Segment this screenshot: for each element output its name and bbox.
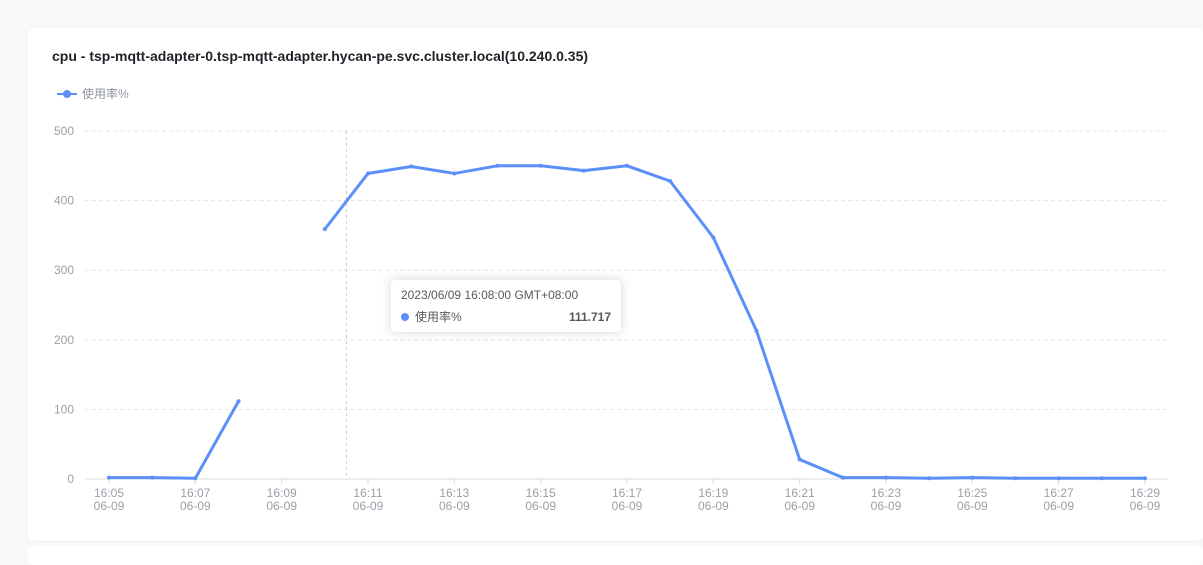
data-point bbox=[193, 476, 198, 481]
x-tick-date-label: 06-09 bbox=[180, 499, 211, 513]
x-tick-date-label: 06-09 bbox=[1130, 499, 1161, 513]
x-tick-label: 16:15 bbox=[526, 486, 556, 500]
x-tick-label: 16:05 bbox=[94, 486, 124, 500]
x-tick-date-label: 06-09 bbox=[871, 499, 902, 513]
x-tick-label: 16:27 bbox=[1044, 486, 1074, 500]
series-line bbox=[323, 164, 1145, 480]
x-tick-label: 16:21 bbox=[785, 486, 815, 500]
data-point bbox=[236, 399, 241, 404]
data-point bbox=[1143, 476, 1147, 481]
x-tick-label: 16:23 bbox=[871, 486, 901, 500]
data-point bbox=[150, 475, 155, 480]
x-tick-date-label: 06-09 bbox=[525, 499, 556, 513]
data-point bbox=[107, 475, 111, 480]
tooltip-series-dot-icon bbox=[401, 312, 409, 321]
data-point bbox=[538, 163, 543, 168]
x-tick-label: 16:13 bbox=[439, 486, 469, 500]
x-tick-date-label: 06-09 bbox=[784, 499, 815, 513]
x-tick-date-label: 06-09 bbox=[94, 499, 125, 513]
x-tick-date-label: 06-09 bbox=[266, 499, 297, 513]
y-tick-label: 300 bbox=[54, 263, 74, 277]
data-point bbox=[581, 168, 586, 173]
x-tick-date-label: 06-09 bbox=[439, 499, 470, 513]
x-tick-label: 16:09 bbox=[267, 486, 297, 500]
data-point bbox=[1099, 476, 1104, 481]
x-tick-label: 16:25 bbox=[957, 486, 987, 500]
x-tick-date-label: 06-09 bbox=[612, 499, 643, 513]
series-line bbox=[109, 400, 240, 480]
x-tick-label: 16:29 bbox=[1130, 486, 1160, 500]
data-point bbox=[840, 475, 845, 480]
data-point bbox=[668, 179, 673, 184]
y-tick-label: 200 bbox=[54, 333, 74, 347]
x-tick-label: 16:07 bbox=[180, 486, 210, 500]
y-tick-label: 500 bbox=[54, 124, 74, 138]
data-point bbox=[495, 163, 500, 168]
data-point bbox=[754, 328, 759, 333]
data-point bbox=[884, 475, 888, 480]
data-point bbox=[970, 475, 975, 480]
data-point bbox=[1056, 476, 1061, 481]
legend-label: 使用率% bbox=[82, 87, 129, 101]
x-tick-date-label: 06-09 bbox=[353, 499, 384, 513]
tooltip-title: 2023/06/09 16:08:00 GMT+08:00 bbox=[401, 288, 579, 302]
data-point bbox=[625, 163, 629, 168]
data-point bbox=[366, 171, 370, 176]
legend-item[interactable]: 使用率% bbox=[57, 85, 129, 102]
data-point bbox=[409, 164, 414, 169]
chart-tooltip: 2023/06/09 16:08:00 GMT+08:00 使用率% 111.7… bbox=[391, 280, 621, 332]
x-tick-date-label: 06-09 bbox=[957, 499, 988, 513]
y-tick-label: 100 bbox=[54, 402, 74, 416]
legend-marker-icon bbox=[57, 87, 77, 101]
x-tick-label: 16:17 bbox=[612, 486, 642, 500]
tooltip-value: 111.717 bbox=[568, 309, 611, 324]
y-tick-label: 0 bbox=[67, 472, 74, 486]
data-point bbox=[452, 171, 457, 176]
data-point bbox=[1013, 476, 1018, 481]
x-tick-date-label: 06-09 bbox=[1043, 499, 1074, 513]
x-tick-label: 16:19 bbox=[698, 486, 728, 500]
x-tick-date-label: 06-09 bbox=[698, 499, 729, 513]
tooltip-series-name: 使用率% bbox=[415, 310, 462, 324]
chart-title: cpu - tsp-mqtt-adapter-0.tsp-mqtt-adapte… bbox=[52, 48, 589, 64]
x-tick-label: 16:11 bbox=[353, 486, 382, 500]
y-tick-label: 400 bbox=[54, 194, 74, 208]
data-point bbox=[927, 476, 932, 481]
data-point bbox=[797, 457, 802, 462]
data-point bbox=[322, 227, 327, 232]
data-point bbox=[711, 235, 716, 240]
